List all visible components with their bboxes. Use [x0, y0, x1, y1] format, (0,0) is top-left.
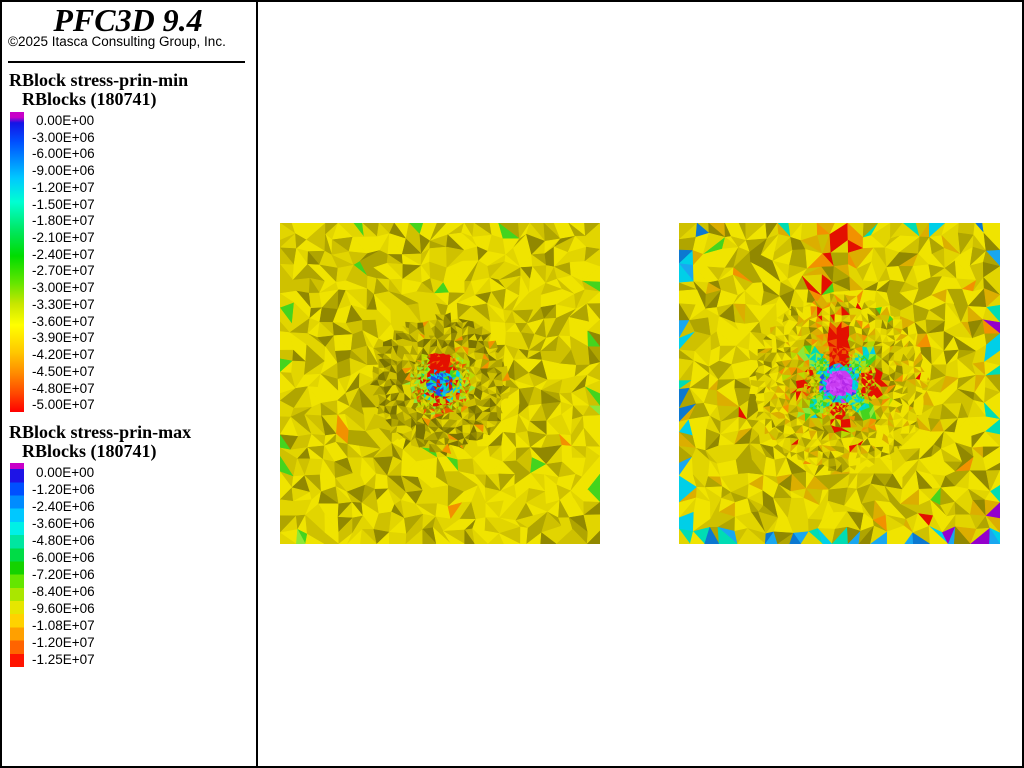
colorbar-tick-label: -3.90E+07	[32, 330, 95, 346]
colorbar-tick-label: -6.00E+06	[32, 146, 95, 162]
panel-divider	[256, 0, 258, 768]
colorbar-ticks-min: 0.00E+00 -3.00E+06 -6.00E+06 -9.00E+06 -1.20…	[32, 113, 95, 414]
plot-stress-prin-max[interactable]	[679, 223, 1000, 544]
colorbar-tick-label: -1.50E+07	[32, 196, 95, 212]
colorbar-tick-label: -3.00E+06	[32, 129, 95, 145]
colorbar-tick-label: -2.10E+07	[32, 230, 95, 246]
colorbar-tick-label: 0.00E+00	[36, 465, 95, 480]
colorbar-tick-label: -1.20E+07	[32, 179, 95, 195]
colorbar-tick-label: -2.40E+07	[32, 246, 95, 262]
colorbar-tick-label: -4.20E+07	[32, 347, 95, 363]
legend-min-title: RBlock stress-prin-min	[9, 70, 189, 90]
colorbar-tick-label: -3.60E+06	[32, 516, 95, 531]
header-divider	[8, 61, 245, 63]
colorbar-max	[10, 463, 24, 667]
colorbar-tick-label: 0.00E+00	[36, 113, 95, 128]
colorbar-tick-label: -7.20E+06	[32, 567, 95, 582]
colorbar-tick-label: -1.80E+07	[32, 213, 95, 229]
colorbar-tick-label: -4.50E+07	[32, 363, 95, 379]
app-title: PFC3D 9.4	[53, 2, 203, 38]
colorbar-tick-label: -1.20E+06	[32, 482, 95, 497]
colorbar-tick-label: -6.00E+06	[32, 550, 95, 565]
plot-stress-prin-min[interactable]	[280, 223, 600, 544]
colorbar-tick-label: -3.30E+07	[32, 296, 95, 312]
colorbar-tick-label: -9.00E+06	[32, 163, 95, 179]
colorbar-tick-label: -4.80E+06	[32, 533, 95, 548]
legend-min-subtitle: RBlocks (180741)	[22, 89, 157, 109]
colorbar-tick-label: -4.80E+07	[32, 380, 95, 396]
colorbar-tick-label: -3.60E+07	[32, 313, 95, 329]
colorbar-tick-label: -1.25E+07	[32, 652, 95, 667]
colorbar-min	[10, 112, 24, 412]
colorbar-tick-label: -8.40E+06	[32, 584, 95, 599]
colorbar-tick-label: -9.60E+06	[32, 601, 95, 616]
colorbar-tick-label: -1.20E+07	[32, 635, 95, 650]
colorbar-tick-label: -3.00E+07	[32, 280, 95, 296]
legend-max-title: RBlock stress-prin-max	[9, 422, 192, 442]
colorbar-tick-label: -1.08E+07	[32, 618, 95, 633]
colorbar-tick-label: -5.00E+07	[32, 397, 95, 413]
copyright-text: ©2025 Itasca Consulting Group, Inc.	[8, 34, 226, 49]
colorbar-tick-label: -2.40E+06	[32, 499, 95, 514]
colorbar-ticks-max: 0.00E+00 -1.20E+06 -2.40E+06 -3.60E+06 -4.80…	[32, 464, 95, 668]
legend-max-subtitle: RBlocks (180741)	[22, 441, 157, 461]
colorbar-tick-label: -2.70E+07	[32, 263, 95, 279]
